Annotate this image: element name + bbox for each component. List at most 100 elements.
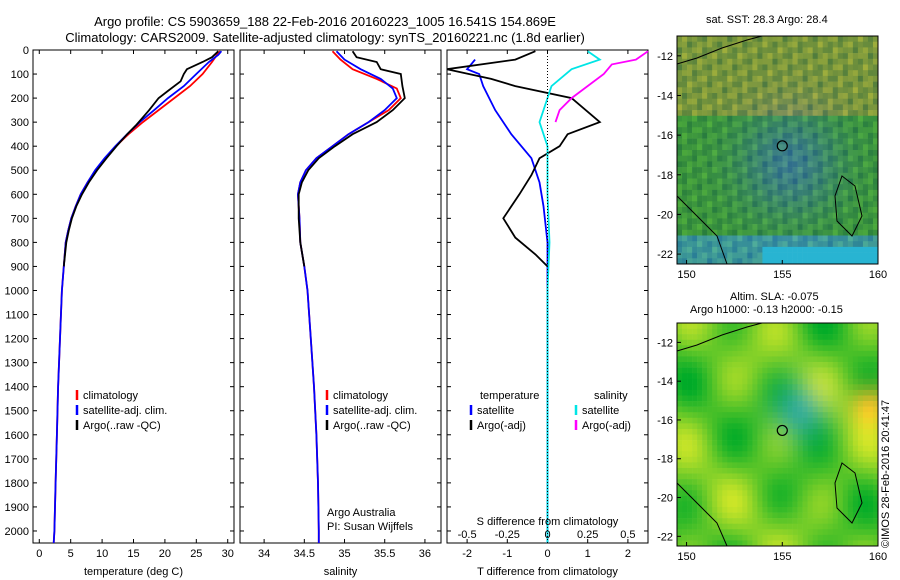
sla-map-frame: [676, 322, 879, 547]
temperature-axes-frame: [32, 49, 235, 544]
depth-tick-label: 1400: [5, 382, 29, 394]
difference-xtick-label: 0: [544, 548, 550, 560]
title-line-1: Argo profile: CS 5903659_188 22-Feb-2016…: [94, 14, 556, 29]
temperature-series-argo-raw-qc-: [62, 50, 219, 267]
salinity-diff-label: S difference from climatology: [477, 516, 619, 528]
depth-tick-label: 1000: [5, 285, 29, 297]
difference-xtick-label: -2: [462, 548, 472, 560]
sst-ytick-label: -12: [657, 51, 673, 63]
temperature-xtick-label: 10: [96, 548, 108, 560]
diff-temp-legend-label: temperature: [480, 390, 539, 402]
salinity-diff-tick-label: 0.25: [577, 529, 598, 541]
temperature-legend-label: satellite-adj. clim.: [83, 405, 167, 417]
salinity-xtick-label: 34: [258, 548, 270, 560]
sla-ytick-label: -22: [657, 531, 673, 543]
salinity-legend-label: Argo(..raw -QC): [333, 420, 411, 432]
depth-tick-label: 100: [11, 69, 29, 81]
sla-xtick-label: 150: [677, 551, 695, 563]
depth-tick-label: 1900: [5, 502, 29, 514]
salinity-series-argo-raw-qc-: [297, 50, 406, 267]
depth-tick-label: 600: [11, 189, 29, 201]
depth-tick-label: 300: [11, 117, 29, 129]
sla-map-title-2: Argo h1000: -0.13 h2000: -0.15: [690, 304, 843, 316]
temperature-xtick-label: 15: [127, 548, 139, 560]
depth-tick-label: 1200: [5, 334, 29, 346]
diff-temp-legend-label: Argo(-adj): [477, 420, 526, 432]
depth-tick-label: 0: [23, 45, 29, 57]
depth-tick-label: 400: [11, 141, 29, 153]
depth-tick-label: 1100: [5, 310, 29, 322]
diff-sal-legend-label: satellite: [582, 405, 619, 417]
depth-tick-label: 1600: [5, 430, 29, 442]
diff-sal-legend-label: Argo(-adj): [582, 420, 631, 432]
sst-coastline: [676, 35, 763, 65]
sst-ytick-label: -18: [657, 170, 673, 182]
depth-tick-label: 1500: [5, 406, 29, 418]
salinity-annotation: PI: Susan Wijffels: [327, 521, 413, 533]
salinity-xtick-label: 35: [338, 548, 350, 560]
sla-coastline: [676, 322, 763, 352]
salinity-axes-frame: [239, 49, 442, 544]
sla-coastline: [676, 482, 728, 547]
salinity-xtick-label: 35.5: [374, 548, 395, 560]
depth-tick-label: 2000: [5, 526, 29, 538]
salinity-diff-tick-label: 0.5: [620, 529, 635, 541]
salinity-diff-tick-label: 0: [544, 529, 550, 541]
diff-temp-legend-label: satellite: [477, 405, 514, 417]
sla-ytick-label: -16: [657, 415, 673, 427]
temperature-legend-label: climatology: [83, 390, 139, 402]
temperature-xlabel: temperature (deg C): [84, 566, 183, 578]
difference-series-salinity-satellite: [538, 50, 602, 543]
salinity-xlabel: salinity: [324, 566, 358, 578]
sla-ytick-label: -12: [657, 337, 673, 349]
difference-series-salinity-argo-adj-: [554, 50, 649, 123]
sla-map-title-1: Altim. SLA: -0.075: [730, 291, 819, 303]
depth-tick-label: 900: [11, 261, 29, 273]
imos-timestamp: ©IMOS 28-Feb-2016 20:41:47: [880, 399, 892, 548]
depth-tick-label: 200: [11, 93, 29, 105]
depth-tick-label: 500: [11, 165, 29, 177]
difference-xtick-label: 2: [625, 548, 631, 560]
sst-ytick-label: -16: [657, 130, 673, 142]
salinity-diff-tick-label: -0.25: [495, 529, 520, 541]
sla-argo-location-marker: [776, 424, 788, 437]
depth-tick-label: 1800: [5, 478, 29, 490]
salinity-xtick-label: 34.5: [294, 548, 315, 560]
sst-reef-outline: [834, 175, 863, 237]
salinity-series-satellite-adj-clim-: [296, 50, 398, 543]
diff-sal-legend-label: salinity: [594, 390, 628, 402]
temperature-xtick-label: 5: [68, 548, 74, 560]
difference-xlabel: T difference from climatology: [477, 566, 618, 578]
sla-xtick-label: 160: [869, 551, 887, 563]
sst-map-title: sat. SST: 28.3 Argo: 28.4: [706, 14, 828, 26]
temperature-legend-label: Argo(..raw -QC): [83, 420, 161, 432]
sla-xtick-label: 155: [773, 551, 791, 563]
temperature-xtick-label: 0: [36, 548, 42, 560]
sst-ytick-label: -14: [657, 90, 673, 102]
difference-xtick-label: -1: [502, 548, 512, 560]
sla-ytick-label: -20: [657, 493, 673, 505]
temperature-series-satellite-adj-clim-: [52, 50, 223, 544]
sst-ytick-label: -20: [657, 209, 673, 221]
sst-xtick-label: 150: [677, 269, 695, 281]
sst-map-field: [677, 36, 879, 265]
depth-tick-label: 700: [11, 213, 29, 225]
salinity-legend-label: climatology: [333, 390, 389, 402]
difference-series-temperature-argo-adj-: [446, 50, 602, 268]
sla-ytick-label: -18: [657, 454, 673, 466]
difference-xtick-label: 1: [585, 548, 591, 560]
title-line-2: Climatology: CARS2009. Satellite-adjuste…: [65, 30, 585, 45]
sst-xtick-label: 155: [773, 269, 791, 281]
salinity-legend-label: satellite-adj. clim.: [333, 405, 417, 417]
sla-reef-outline: [834, 462, 863, 524]
salinity-xtick-label: 36: [419, 548, 431, 560]
sst-argo-location-marker: [776, 140, 788, 152]
sst-ytick-label: -22: [657, 249, 673, 261]
sla-map-field: [677, 323, 879, 547]
temperature-xtick-label: 30: [222, 548, 234, 560]
sst-map-frame: [676, 35, 879, 265]
sst-coastline: [676, 195, 728, 265]
temperature-xtick-label: 20: [159, 548, 171, 560]
sla-ytick-label: -14: [657, 376, 673, 388]
